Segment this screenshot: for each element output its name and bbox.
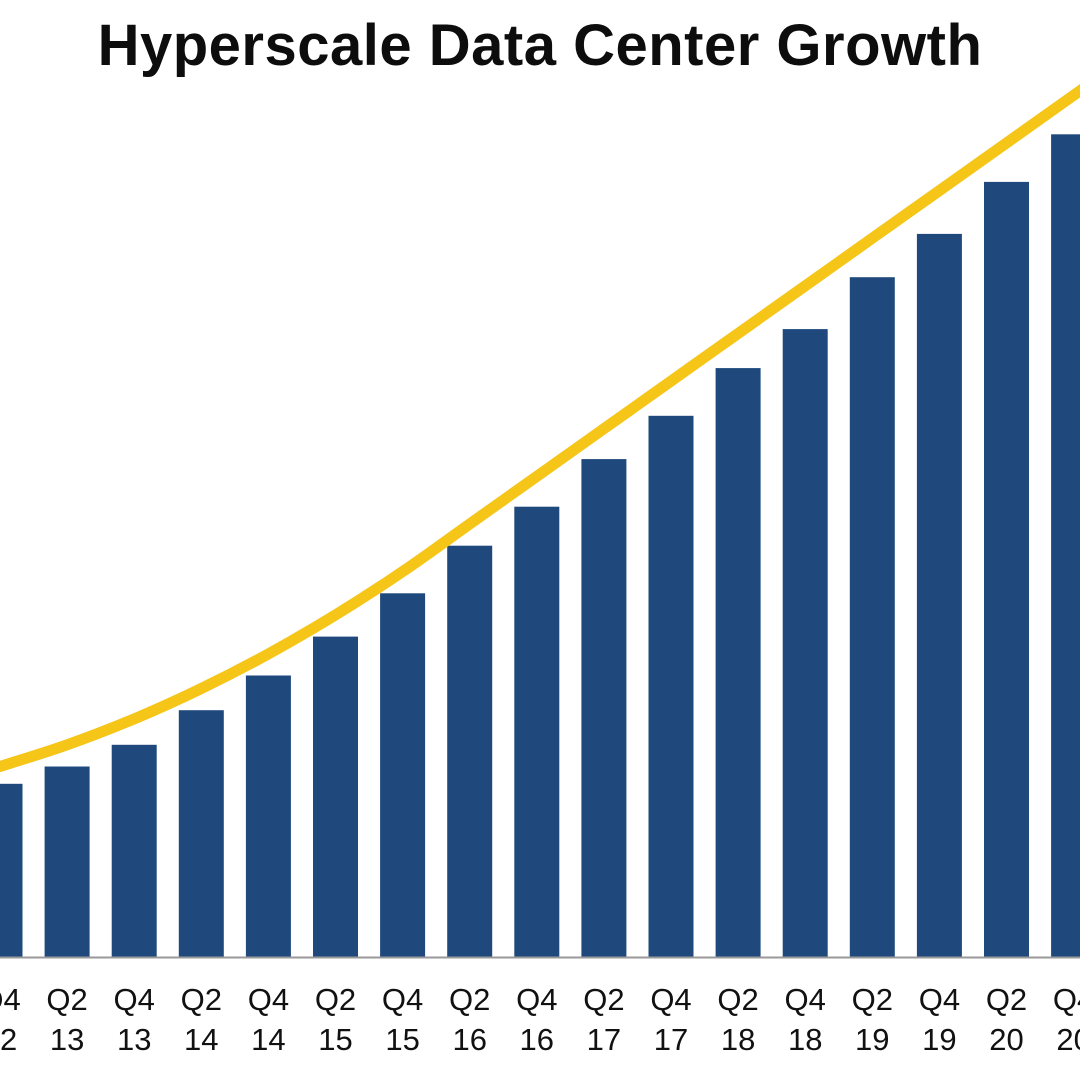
x-tick-quarter-13: Q2 [852,982,893,1017]
bar-8 [514,506,560,957]
bar-5 [313,636,358,957]
x-tick-year-12: 18 [788,1022,822,1057]
x-tick-year-1: 13 [50,1022,84,1057]
x-tick-year-13: 19 [855,1022,889,1057]
bar-10 [648,415,694,958]
chart-title: Hyperscale Data Center Growth [97,13,983,78]
x-tick-year-9: 17 [587,1022,621,1057]
x-tick-year-4: 14 [251,1022,285,1057]
x-tick-quarter-1: Q2 [46,982,87,1017]
bar-1 [44,766,90,957]
bar-12 [782,329,828,958]
bar-16 [1051,134,1080,958]
x-tick-year-7: 16 [452,1022,486,1057]
bar-11 [715,368,761,958]
bar-6 [380,593,426,957]
trend-line [0,84,1080,772]
x-tick-quarter-9: Q2 [583,982,624,1017]
bar-14 [916,233,962,957]
x-tick-quarter-8: Q4 [516,982,557,1017]
x-tick-quarter-14: Q4 [919,982,960,1017]
x-tick-year-10: 17 [654,1022,688,1057]
x-tick-year-8: 16 [520,1022,554,1057]
x-tick-year-5: 15 [318,1022,352,1057]
x-tick-year-15: 20 [989,1022,1023,1057]
bar-0 [0,783,23,957]
x-tick-year-3: 14 [184,1022,218,1057]
bar-4 [245,675,291,957]
bar-7 [447,545,493,957]
x-tick-quarter-11: Q2 [717,982,758,1017]
x-tick-year-0: 12 [0,1022,17,1057]
x-tick-quarter-0: Q4 [0,982,21,1017]
x-tick-quarter-6: Q4 [382,982,423,1017]
x-tick-year-6: 15 [385,1022,419,1057]
x-tick-year-2: 13 [117,1022,151,1057]
x-tick-quarter-7: Q2 [449,982,490,1017]
x-tick-quarter-10: Q4 [650,982,691,1017]
x-tick-quarter-12: Q4 [785,982,826,1017]
bar-3 [178,710,224,957]
x-tick-quarter-3: Q2 [181,982,222,1017]
x-tick-year-16: 20 [1056,1022,1080,1057]
x-tick-quarter-16: Q4 [1053,982,1080,1017]
x-tick-year-11: 18 [721,1022,755,1057]
x-tick-quarter-4: Q4 [248,982,289,1017]
bar-2 [111,744,157,957]
x-tick-quarter-5: Q2 [315,982,356,1017]
bar-9 [581,459,627,957]
x-tick-quarter-2: Q4 [114,982,155,1017]
bar-13 [849,277,895,957]
bar-15 [984,181,1029,957]
x-tick-year-14: 19 [922,1022,956,1057]
x-tick-quarter-15: Q2 [986,982,1027,1017]
